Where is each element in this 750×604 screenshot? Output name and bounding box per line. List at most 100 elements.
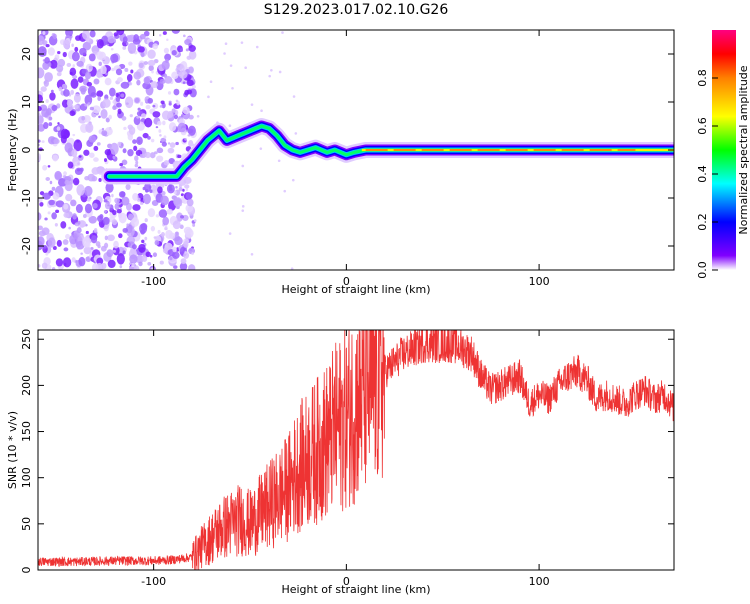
noise-blob <box>160 100 165 105</box>
noise-blob <box>121 159 128 166</box>
noise-blob <box>47 47 55 56</box>
noise-speckle <box>229 64 233 67</box>
noise-blob <box>116 208 122 214</box>
spectrogram-ylabel: Frequency (Hz) <box>6 109 19 192</box>
noise-blob <box>150 81 158 89</box>
noise-blob <box>105 182 114 193</box>
noise-blob <box>63 212 70 218</box>
noise-blob <box>98 115 101 119</box>
noise-blob <box>56 72 62 77</box>
noise-blob <box>51 104 58 112</box>
noise-speckle <box>268 74 271 78</box>
noise-blob <box>159 260 164 265</box>
noise-blob <box>137 46 145 53</box>
noise-blob <box>55 200 65 208</box>
noise-blob <box>187 89 193 95</box>
noise-blob <box>122 36 128 43</box>
noise-blob <box>88 215 97 224</box>
noise-blob <box>38 115 44 125</box>
noise-speckle <box>196 114 200 118</box>
noise-blob <box>111 193 114 198</box>
noise-blob <box>145 251 151 258</box>
noise-blob <box>73 93 81 103</box>
noise-blob <box>63 203 69 210</box>
snr-ylabel: SNR (10 * v/v) <box>6 411 19 489</box>
noise-blob <box>97 244 101 249</box>
noise-blob <box>82 214 87 219</box>
noise-blob <box>38 236 45 247</box>
noise-blob <box>48 199 55 206</box>
noise-blob <box>105 72 109 76</box>
noise-blob <box>172 220 181 230</box>
noise-blob <box>71 149 78 158</box>
noise-blob <box>102 98 111 108</box>
spectrogram-xtick-label: 0 <box>343 275 350 288</box>
noise-blob <box>38 46 47 57</box>
noise-blob <box>115 68 123 76</box>
colorbar-tick-label: 0.0 <box>696 261 709 279</box>
noise-blob <box>52 245 57 251</box>
noise-blob <box>128 126 136 135</box>
noise-speckle <box>241 164 245 168</box>
noise-blob <box>97 215 103 223</box>
noise-speckle <box>259 147 263 150</box>
noise-blob <box>107 234 115 242</box>
noise-speckle <box>277 159 281 163</box>
noise-speckle <box>294 132 298 135</box>
noise-blob <box>70 78 79 89</box>
noise-blob <box>136 136 143 146</box>
colorbar: 0.0 0.2 0.4 0.6 0.8 Normalized spectral ampl… <box>696 30 750 279</box>
noise-blob <box>182 81 186 84</box>
noise-blob <box>158 129 162 133</box>
colorbar-tick-label: 0.8 <box>696 69 709 87</box>
noise-blob <box>74 46 79 52</box>
noise-blob <box>77 220 81 225</box>
noise-blob <box>85 230 89 235</box>
noise-blob <box>135 160 139 165</box>
noise-speckle <box>228 232 232 235</box>
noise-blob <box>152 252 158 258</box>
noise-blob <box>171 49 177 56</box>
noise-speckle <box>207 95 210 99</box>
snr-ytick-label: 0 <box>20 567 33 574</box>
snr-ytick-label: 100 <box>20 467 33 488</box>
noise-blob <box>157 120 162 126</box>
noise-blob <box>38 35 45 46</box>
noise-blob <box>117 108 122 115</box>
noise-blob <box>159 34 162 37</box>
noise-blob <box>38 94 43 103</box>
noise-blob <box>125 184 131 191</box>
noise-blob <box>126 42 129 46</box>
noise-speckle <box>290 267 294 270</box>
noise-speckle <box>193 219 197 222</box>
noise-blob <box>47 211 51 215</box>
noise-blob <box>88 135 97 143</box>
noise-blob <box>69 110 76 117</box>
noise-blob <box>64 179 70 186</box>
noise-blob <box>163 160 170 166</box>
noise-blob <box>111 219 118 226</box>
noise-speckle <box>223 52 226 55</box>
noise-blob <box>38 212 42 221</box>
spectrogram-xtick-label: 100 <box>529 275 550 288</box>
ridge-core <box>107 124 674 178</box>
noise-speckle <box>209 80 213 84</box>
noise-blob <box>143 61 149 65</box>
spectrogram-ytick-label: 20 <box>20 47 33 61</box>
noise-blob <box>51 267 56 270</box>
colorbar-tick-label: 0.6 <box>696 117 709 135</box>
noise-blob <box>66 99 73 108</box>
noise-blob <box>91 105 101 114</box>
spectrogram-xtick-label: -100 <box>141 275 166 288</box>
noise-blob <box>147 97 154 104</box>
noise-blob <box>89 30 96 38</box>
noise-blob <box>88 53 96 62</box>
noise-blob <box>43 79 49 87</box>
noise-blob <box>76 227 82 234</box>
noise-blob <box>139 33 146 40</box>
noise-blob <box>93 157 99 162</box>
noise-blob <box>67 161 74 169</box>
noise-blob <box>150 225 156 232</box>
noise-blob <box>182 106 190 115</box>
